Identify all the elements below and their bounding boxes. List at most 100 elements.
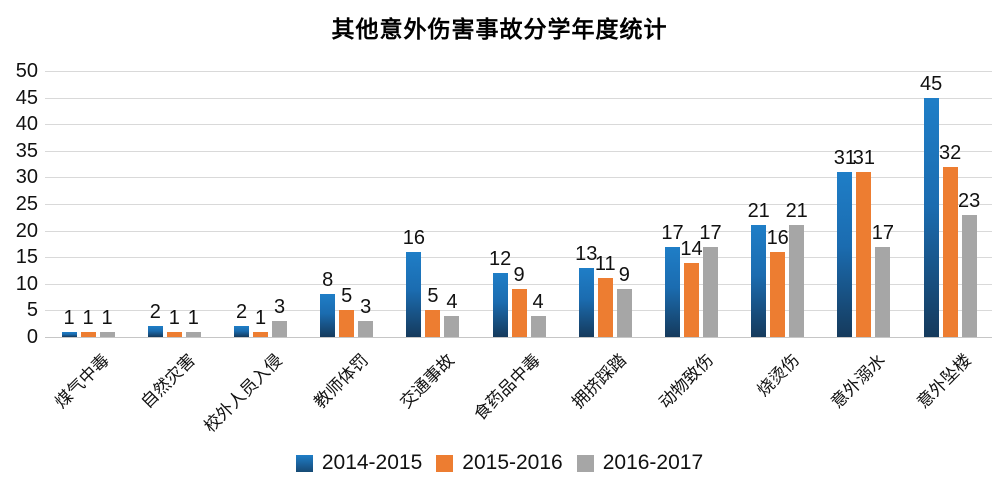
bar-2015-2016-交通事故 [425,310,441,337]
bar-2014-2015-交通事故 [406,251,422,337]
data-label: 1 [82,306,94,329]
bar-2016-2017-煤气中毒 [99,331,115,337]
bar-2016-2017-校外人员入侵 [272,321,287,337]
bar-2015-2016-拥挤踩踏 [597,278,613,337]
data-label: 45 [919,72,943,95]
data-label: 31 [852,147,876,170]
y-tick-label: 0 [26,326,38,348]
bar-2016-2017-拥挤踩踏 [616,289,632,337]
x-axis-label: 交通事故 [396,350,458,413]
data-label: 5 [427,285,439,308]
data-label: 2 [235,301,248,324]
bar-2016-2017-食药品中毒 [530,315,546,337]
bar-2016-2017-意外坠楼 [961,214,977,337]
data-label: 1 [101,306,113,329]
y-tick-label: 15 [15,246,38,269]
x-axis-label: 教师体罚 [310,350,372,413]
bar-2014-2015-烧烫伤 [751,225,767,337]
data-label: 16 [402,226,426,249]
y-tick-label: 40 [15,113,38,136]
x-axis-label: 煤气中毒 [51,350,114,413]
data-label: 5 [341,285,353,308]
legend-swatch-icon [576,454,594,472]
data-label: 16 [766,226,789,249]
legend-swatch-icon [295,454,313,472]
x-axis-label: 意外溺水 [827,350,889,413]
data-label: 1 [187,306,199,329]
data-label: 13 [575,242,598,265]
bar-2015-2016-教师体罚 [339,310,355,337]
bar-2014-2015-拥挤踩踏 [578,267,594,337]
bar-2016-2017-交通事故 [444,315,460,337]
data-label: 23 [957,189,981,212]
gridline [45,230,992,232]
data-label: 14 [680,237,703,260]
legend-label: 2015-2016 [462,451,563,474]
bar-2016-2017-动物致伤 [703,246,718,337]
x-axis-label: 自然灾害 [137,350,200,413]
bar-2016-2017-烧烫伤 [789,225,805,337]
bar-2014-2015-自然灾害 [147,326,163,337]
bar-2016-2017-教师体罚 [358,321,374,337]
gridline [45,283,992,285]
x-axis-label: 动物致伤 [654,350,717,413]
data-label: 3 [273,296,286,319]
gridline [45,124,992,126]
bar-2015-2016-意外坠楼 [942,166,958,337]
y-tick-label: 25 [15,193,38,215]
bar-2015-2016-校外人员入侵 [253,331,268,337]
legend-swatch-icon [436,454,454,472]
legend-label: 2016-2017 [602,451,704,474]
x-axis-line [45,337,992,338]
data-label: 4 [446,290,458,313]
legend-item-2015-2016: 2015-2016 [436,451,563,475]
bar-2015-2016-自然灾害 [166,331,182,337]
data-label: 8 [322,269,334,292]
data-label: 1 [254,306,267,329]
y-tick-label: 5 [26,299,38,322]
x-axis-label: 食药品中毒 [470,350,545,425]
legend-item-2014-2015: 2014-2015 [295,451,423,475]
bar-2014-2015-煤气中毒 [61,331,77,337]
data-label: 31 [833,147,857,170]
y-tick-label: 35 [15,139,38,162]
gridline [45,204,992,205]
gridline [45,97,992,99]
legend-item-2016-2017: 2016-2017 [576,451,704,475]
chart-title: 其他意外伤害事故分学年度统计 [331,16,668,42]
y-tick-label: 45 [15,86,38,109]
bar-2014-2015-意外坠楼 [923,97,939,337]
bar-2015-2016-食药品中毒 [511,289,527,337]
data-label: 32 [938,141,962,164]
data-label: 4 [532,290,544,313]
legend: 2014-2015 2015-2016 2016-2017 [0,451,999,475]
y-tick-label: 20 [15,219,38,242]
data-label: 21 [747,200,770,223]
bar-2015-2016-烧烫伤 [770,251,786,337]
x-axis-label: 意外坠楼 [913,350,976,413]
data-label: 17 [699,221,722,244]
bar-2014-2015-动物致伤 [665,246,680,337]
x-axis-label: 拥挤踩踏 [568,350,631,413]
data-label: 3 [360,296,372,319]
bar-2014-2015-意外溺水 [837,172,853,337]
data-label: 1 [168,306,180,329]
y-tick-label: 10 [15,272,38,295]
bar-2014-2015-食药品中毒 [492,273,508,337]
y-tick-label: 50 [15,60,38,82]
x-axis-label: 校外人员入侵 [199,350,286,437]
gridline [45,150,992,152]
bar-2015-2016-动物致伤 [684,262,699,337]
legend-label: 2014-2015 [321,451,423,474]
gridline [45,177,992,179]
data-label: 11 [594,253,616,276]
data-label: 21 [785,200,808,223]
data-label: 9 [513,264,525,287]
bar-2016-2017-自然灾害 [185,331,201,337]
bar-2014-2015-校外人员入侵 [234,326,249,337]
x-axis-label: 烧烫伤 [753,350,803,401]
data-label: 2 [149,301,161,324]
bar-2014-2015-教师体罚 [320,294,336,337]
y-tick-label: 30 [15,166,38,189]
